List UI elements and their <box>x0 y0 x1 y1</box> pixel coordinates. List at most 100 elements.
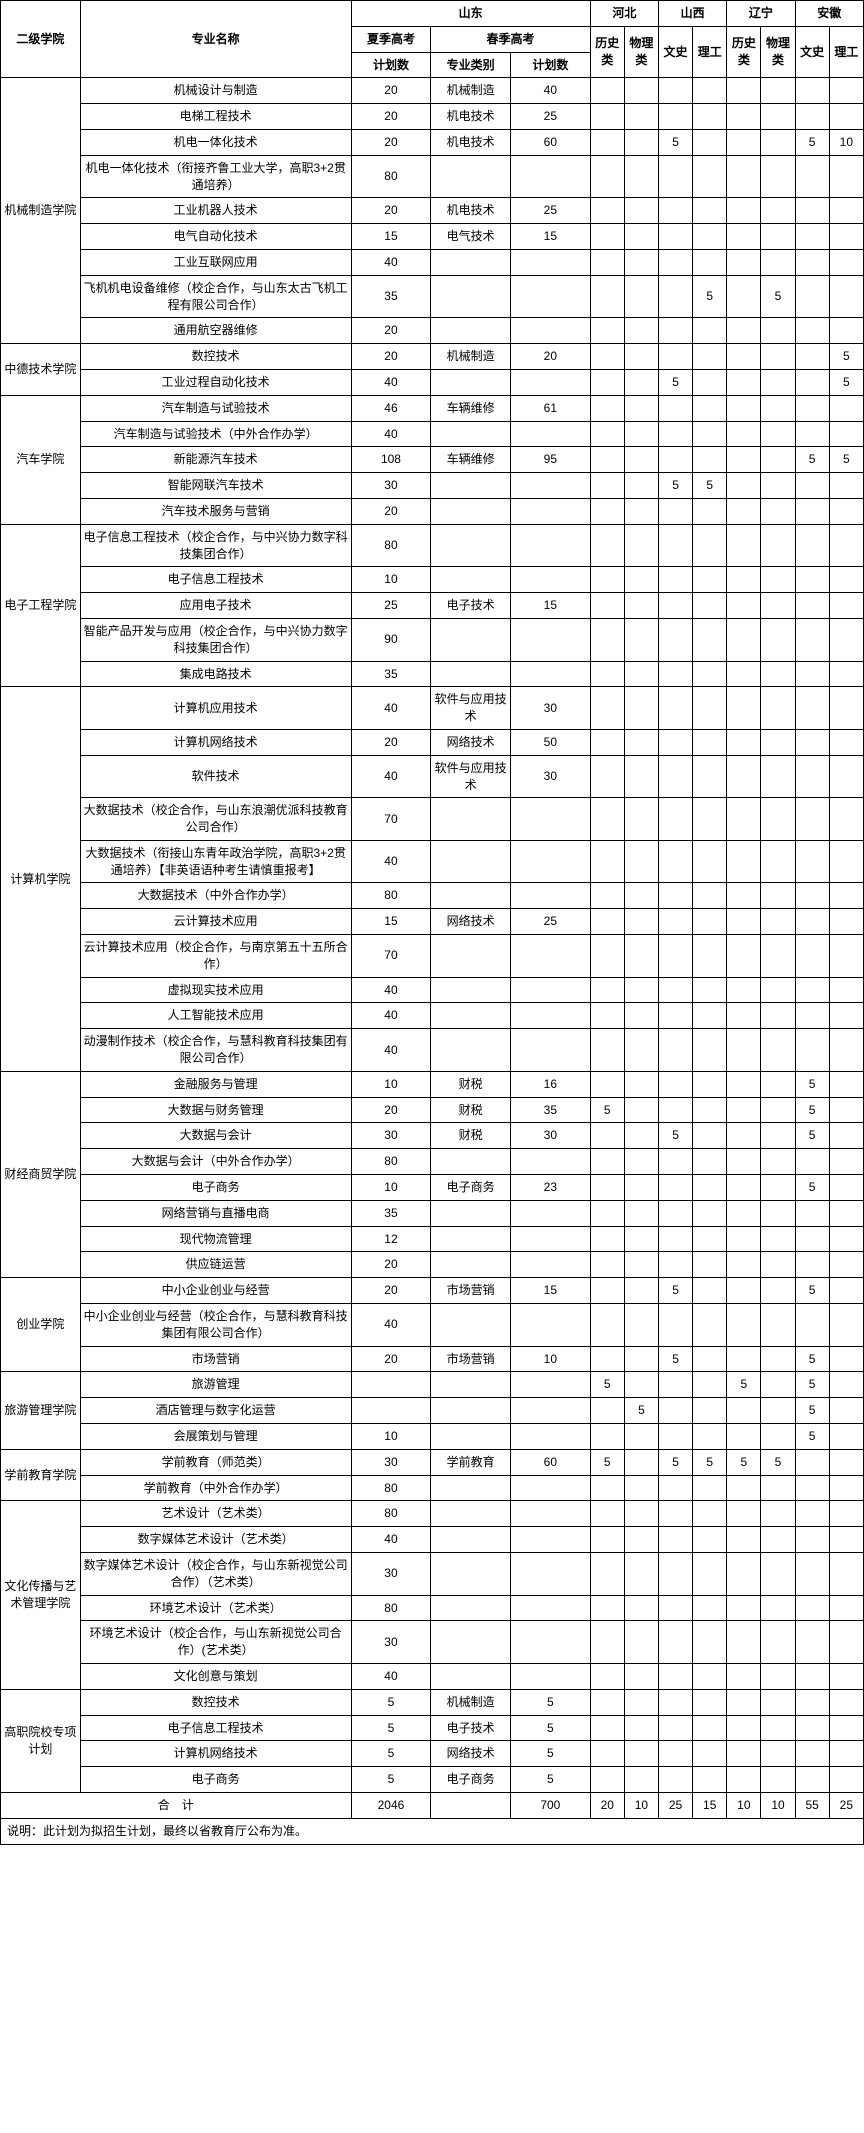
ah-arts-cell <box>795 369 829 395</box>
header-ln-hist: 历史类 <box>727 26 761 78</box>
sx-arts-cell <box>658 840 692 883</box>
ln-phys-cell <box>761 798 795 841</box>
hb-hist-cell <box>590 524 624 567</box>
ln-phys-cell <box>761 1346 795 1372</box>
major-cell: 电子信息工程技术（校企合作，与中兴协力数字科技集团合作） <box>80 524 351 567</box>
ah-arts-cell <box>795 1689 829 1715</box>
ah-arts-cell <box>795 935 829 978</box>
sx-arts-cell <box>658 661 692 687</box>
ln-phys-cell <box>761 1097 795 1123</box>
ah-arts-cell <box>795 977 829 1003</box>
sx-sci-cell <box>693 1226 727 1252</box>
sx-sci-cell: 5 <box>693 275 727 318</box>
ah-sci-cell <box>829 1527 863 1553</box>
major-cell: 大数据技术（中外合作办学） <box>80 883 351 909</box>
sd-spring-cat-cell <box>431 1475 511 1501</box>
ah-arts-cell: 5 <box>795 1398 829 1424</box>
ah-sci-cell <box>829 1424 863 1450</box>
sx-sci-cell <box>693 618 727 661</box>
ln-phys-cell <box>761 1304 795 1347</box>
sd-summer-cell: 80 <box>351 524 431 567</box>
ah-arts-cell <box>795 1741 829 1767</box>
header-major-cat: 专业类别 <box>431 52 511 78</box>
hb-hist-cell <box>590 129 624 155</box>
sx-sci-cell <box>693 498 727 524</box>
ah-arts-cell: 5 <box>795 1123 829 1149</box>
sd-spring-num-cell <box>511 1501 591 1527</box>
hb-hist-cell <box>590 798 624 841</box>
totals-sd-spring-num: 700 <box>511 1792 591 1818</box>
sd-summer-cell: 10 <box>351 1071 431 1097</box>
major-cell: 环境艺术设计（校企合作，与山东新视觉公司合作）(艺术类） <box>80 1621 351 1664</box>
major-cell: 电子商务 <box>80 1767 351 1793</box>
ah-sci-cell <box>829 1200 863 1226</box>
sx-sci-cell <box>693 249 727 275</box>
ah-arts-cell <box>795 1149 829 1175</box>
table-row: 机械制造学院机械设计与制造20机械制造40 <box>1 78 864 104</box>
table-row: 新能源汽车技术108车辆维修9555 <box>1 447 864 473</box>
ah-arts-cell <box>795 198 829 224</box>
sx-sci-cell <box>693 198 727 224</box>
sd-spring-cat-cell <box>431 275 511 318</box>
sx-sci-cell <box>693 977 727 1003</box>
sx-arts-cell <box>658 935 692 978</box>
hb-hist-cell <box>590 1123 624 1149</box>
sx-sci-cell <box>693 593 727 619</box>
hb-hist-cell <box>590 1553 624 1596</box>
sd-spring-num-cell <box>511 1553 591 1596</box>
hb-hist-cell <box>590 78 624 104</box>
hb-hist-cell <box>590 909 624 935</box>
hb-hist-cell <box>590 224 624 250</box>
sx-arts-cell <box>658 729 692 755</box>
sd-spring-num-cell: 30 <box>511 687 591 730</box>
ln-phys-cell <box>761 1200 795 1226</box>
table-row: 数字媒体艺术设计（校企合作，与山东新视觉公司合作）（艺术类）30 <box>1 1553 864 1596</box>
sd-spring-cat-cell <box>431 1200 511 1226</box>
ah-arts-cell <box>795 1003 829 1029</box>
ln-phys-cell <box>761 1149 795 1175</box>
ln-phys-cell <box>761 369 795 395</box>
major-cell: 电气自动化技术 <box>80 224 351 250</box>
ln-hist-cell <box>727 729 761 755</box>
sd-summer-cell: 12 <box>351 1226 431 1252</box>
sd-spring-cat-cell <box>431 1252 511 1278</box>
sx-arts-cell <box>658 593 692 619</box>
hb-phys-cell <box>624 618 658 661</box>
ah-sci-cell <box>829 224 863 250</box>
hb-hist-cell: 5 <box>590 1449 624 1475</box>
sd-spring-cat-cell <box>431 473 511 499</box>
totals-sx-a: 25 <box>658 1792 692 1818</box>
header-plan-num-2: 计划数 <box>511 52 591 78</box>
table-row: 大数据技术（衔接山东青年政治学院，高职3+2贯通培养）【非英语语种考生请慎重报考… <box>1 840 864 883</box>
sd-summer-cell: 40 <box>351 369 431 395</box>
ln-phys-cell <box>761 883 795 909</box>
ah-sci-cell <box>829 618 863 661</box>
ln-hist-cell <box>727 1553 761 1596</box>
major-cell: 计算机网络技术 <box>80 729 351 755</box>
totals-label: 合 计 <box>1 1792 352 1818</box>
ln-hist-cell <box>727 1663 761 1689</box>
major-cell: 机械设计与制造 <box>80 78 351 104</box>
sd-spring-cat-cell <box>431 249 511 275</box>
sx-sci-cell <box>693 1123 727 1149</box>
ln-hist-cell <box>727 524 761 567</box>
sx-sci-cell <box>693 1715 727 1741</box>
sx-sci-cell <box>693 1398 727 1424</box>
sd-spring-num-cell: 15 <box>511 593 591 619</box>
sx-sci-cell <box>693 1767 727 1793</box>
hb-hist-cell <box>590 1424 624 1450</box>
ah-arts-cell <box>795 1304 829 1347</box>
sx-sci-cell <box>693 935 727 978</box>
table-row: 学前教育学院学前教育（师范类）30学前教育6055555 <box>1 1449 864 1475</box>
ln-hist-cell <box>727 661 761 687</box>
sd-spring-cat-cell <box>431 498 511 524</box>
table-row: 工业机器人技术20机电技术25 <box>1 198 864 224</box>
enrollment-plan-table: 二级学院 专业名称 山东 河北 山西 辽宁 安徽 夏季高考 春季高考 历史类 物… <box>0 0 864 1845</box>
major-cell: 动漫制作技术（校企合作，与慧科教育科技集团有限公司合作） <box>80 1029 351 1072</box>
ln-hist-cell: 5 <box>727 1449 761 1475</box>
hb-phys-cell <box>624 755 658 798</box>
ah-arts-cell <box>795 1621 829 1664</box>
sd-spring-num-cell <box>511 1595 591 1621</box>
table-row: 机电一体化技术（衔接齐鲁工业大学，高职3+2贯通培养）80 <box>1 155 864 198</box>
ah-arts-cell <box>795 344 829 370</box>
